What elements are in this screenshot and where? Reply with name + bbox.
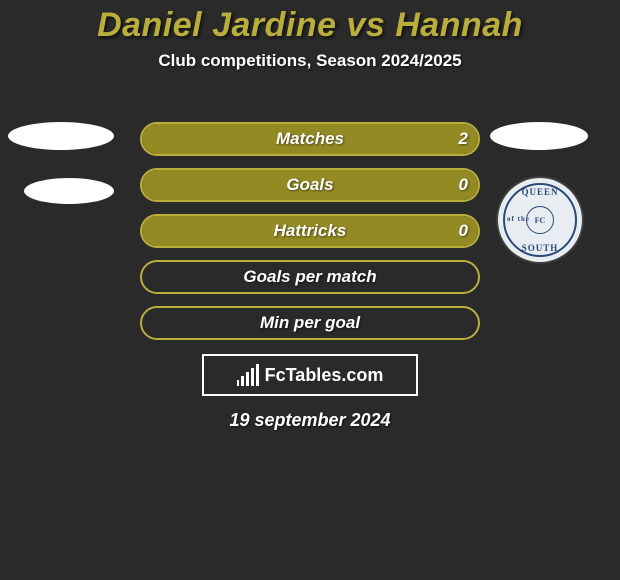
club-badge: QUEEN of the SOUTH FC xyxy=(498,178,582,262)
date-text: 19 september 2024 xyxy=(0,410,620,431)
oval-left-2 xyxy=(24,178,114,204)
stat-row: Min per goal xyxy=(140,306,480,340)
stat-label: Goals per match xyxy=(142,262,478,292)
footer-brand-box: FcTables.com xyxy=(202,354,418,396)
stat-row: Goals per match xyxy=(140,260,480,294)
oval-right-1 xyxy=(490,122,588,150)
stat-row: Goals 0 xyxy=(140,168,480,202)
stat-right-value: 0 xyxy=(459,216,468,246)
stat-row: Hattricks 0 xyxy=(140,214,480,248)
badge-text-top: QUEEN xyxy=(521,187,558,197)
oval-left-1 xyxy=(8,122,114,150)
badge-text-left: of the xyxy=(507,215,530,223)
page-title: Daniel Jardine vs Hannah xyxy=(0,0,620,45)
footer-brand-text: FcTables.com xyxy=(265,365,384,386)
stat-right-value: 0 xyxy=(459,170,468,200)
stat-label: Goals xyxy=(142,170,478,200)
stat-label: Hattricks xyxy=(142,216,478,246)
stat-label: Matches xyxy=(142,124,478,154)
stat-right-value: 2 xyxy=(459,124,468,154)
stat-label: Min per goal xyxy=(142,308,478,338)
stat-row: Matches 2 xyxy=(140,122,480,156)
badge-text-bottom: SOUTH xyxy=(522,243,559,253)
badge-center: FC xyxy=(526,206,554,234)
stat-rows: Matches 2 Goals 0 Hattricks 0 Goals per … xyxy=(140,122,480,352)
subtitle: Club competitions, Season 2024/2025 xyxy=(0,51,620,71)
club-badge-ring: QUEEN of the SOUTH FC xyxy=(503,183,577,257)
brand-bars-icon xyxy=(237,364,259,386)
